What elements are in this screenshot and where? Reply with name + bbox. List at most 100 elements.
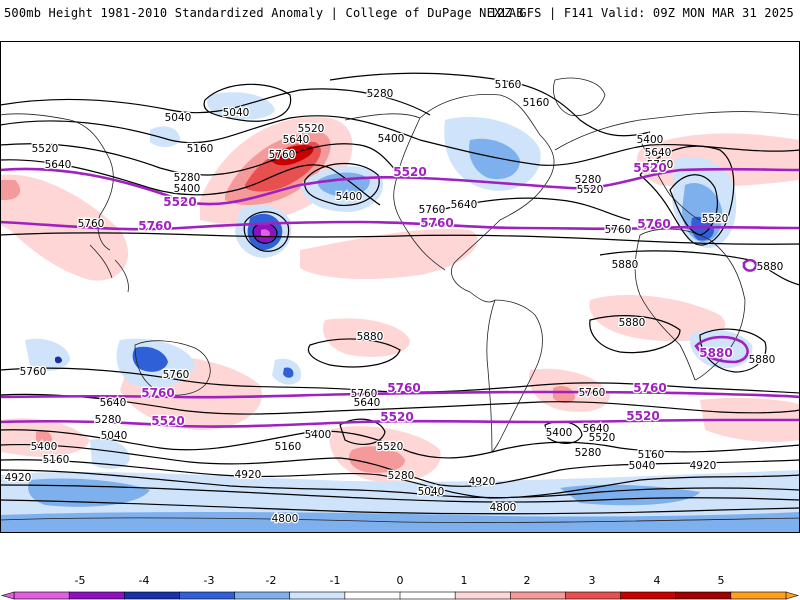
anomaly-negative-17 [55, 356, 62, 364]
highlight-5760-south [0, 390, 800, 399]
contour-5160-south [0, 459, 800, 499]
colorbar-segment-3 [179, 591, 236, 600]
contour-label-16: 5760 [419, 204, 446, 216]
contour-label-49: 5280 [388, 470, 415, 482]
contour-label-53: 4920 [5, 472, 32, 484]
contour-5880-npac [0, 232, 800, 245]
model-run-info: 12Z GFS | F141 Valid: 09Z MON MAR 31 202… [489, 6, 794, 20]
colorbar-label-10: 5 [718, 574, 725, 587]
contour-label-25: 5880 [612, 259, 639, 271]
colorbar-segment-1 [68, 591, 126, 600]
contour-label-52: 4920 [690, 460, 717, 472]
anomaly-positive-13 [348, 446, 405, 473]
highlight-contour-label-4: 5520 [633, 161, 666, 175]
colorbar-segment-11 [620, 591, 677, 600]
colorbar-label-5: 0 [397, 574, 404, 587]
coast-antarctica [0, 517, 800, 523]
contour-label-40: 5640 [583, 423, 610, 435]
contour-europe-trough-1 [639, 145, 735, 246]
highlight-contour-label-10: 5520 [380, 410, 413, 424]
colorbar-segment-9 [509, 591, 567, 600]
anomaly-positive-10 [322, 318, 410, 357]
colorbar-label-7: 2 [524, 574, 531, 587]
contour-label-55: 4800 [490, 502, 517, 514]
height-contours [0, 72, 800, 515]
contour-label-31: 5760 [163, 369, 190, 381]
colorbar-segments [0, 591, 800, 600]
contour-label-27: 5880 [619, 317, 646, 329]
contour-label-12: 5280 [174, 172, 201, 184]
contour-5400-north [0, 115, 800, 166]
contour-low-south-pac [339, 418, 386, 446]
contour-label-8: 5400 [378, 133, 405, 145]
colorbar-segment-10 [565, 591, 622, 600]
highlight-5520-south [0, 418, 800, 428]
colorbar-segment-4 [234, 591, 291, 600]
contour-5400-south [0, 429, 800, 459]
contour-label-56: 4800 [272, 513, 299, 525]
contour-label-35: 5640 [100, 397, 127, 409]
colorbar-segment-12 [675, 591, 732, 600]
anomaly-negative-6 [261, 229, 270, 238]
colorbar-label-1: -4 [139, 574, 150, 587]
contour-label-46: 5280 [575, 447, 602, 459]
contour-label-50: 4920 [235, 469, 262, 481]
contour-5160-north [329, 72, 651, 137]
coast-australia [134, 340, 211, 396]
anomaly-positive-7 [300, 229, 478, 280]
contour-label-48: 5040 [629, 460, 656, 472]
highlight-contour-label-0: 5520 [393, 165, 426, 179]
contour-label-22: 5520 [702, 213, 729, 225]
contour-5880-africa-2 [699, 328, 767, 373]
highlight-5520-north [0, 167, 800, 206]
colorbar-right-arrow [785, 591, 800, 600]
contour-5280-north [0, 88, 431, 116]
contour-label-17: 5400 [637, 134, 664, 146]
contour-label-54: 5040 [418, 486, 445, 498]
contour-5520-north [0, 143, 401, 176]
highlight-5880-africa [694, 335, 749, 364]
highlight-5880-east [742, 258, 758, 272]
coast-greenland [553, 77, 606, 117]
contour-label-0: 5160 [495, 79, 522, 91]
anomaly-negative-15 [132, 346, 168, 372]
highlight-contour-label-3: 5760 [138, 219, 171, 233]
contour-label-2: 5280 [367, 88, 394, 100]
contour-label-44: 5160 [43, 454, 70, 466]
contour-label-32: 5760 [351, 388, 378, 400]
highlight-contour-label-11: 5520 [151, 414, 184, 428]
contour-label-29: 5880 [749, 354, 776, 366]
contour-label-43: 5400 [31, 441, 58, 453]
anomaly-negative-12 [691, 216, 714, 241]
colorbar-segment-8 [454, 591, 512, 600]
highlight-contour-label-9: 5760 [633, 381, 666, 395]
highlight-contours [0, 167, 800, 428]
anomaly-negative-8 [469, 138, 520, 180]
contour-label-18: 5640 [645, 147, 672, 159]
coast-north-america [344, 94, 555, 303]
contour-label-9: 5520 [32, 143, 59, 155]
coast-south-america [486, 299, 543, 453]
anomaly-positive-6 [0, 180, 21, 200]
contour-label-47: 5160 [638, 449, 665, 461]
colorbar: -5 -4 -3 -2 -1 0 1 2 3 4 5 [0, 574, 800, 600]
contour-5640-north [0, 159, 381, 206]
contour-label-38: 5400 [305, 429, 332, 441]
contour-4800-south [0, 499, 800, 515]
contour-label-20: 5280 [575, 174, 602, 186]
highlight-contour-label-5: 5760 [637, 217, 670, 231]
colorbar-label-0: -5 [75, 574, 86, 587]
anomaly-positive-15 [553, 386, 575, 404]
colorbar-segment-2 [123, 591, 181, 600]
contour-5280-south [0, 443, 800, 487]
highlight-contour-label-7: 5760 [387, 381, 420, 395]
colorbar-labels: -5 -4 -3 -2 -1 0 1 2 3 4 5 [75, 574, 725, 587]
contour-label-14: 5400 [336, 191, 363, 203]
anomaly-positive-8 [589, 295, 726, 342]
contour-low-pacific [243, 211, 290, 252]
contour-5640-south [0, 393, 800, 415]
contour-label-24: 5760 [605, 224, 632, 236]
highlight-contour-label-12: 5520 [626, 409, 659, 423]
